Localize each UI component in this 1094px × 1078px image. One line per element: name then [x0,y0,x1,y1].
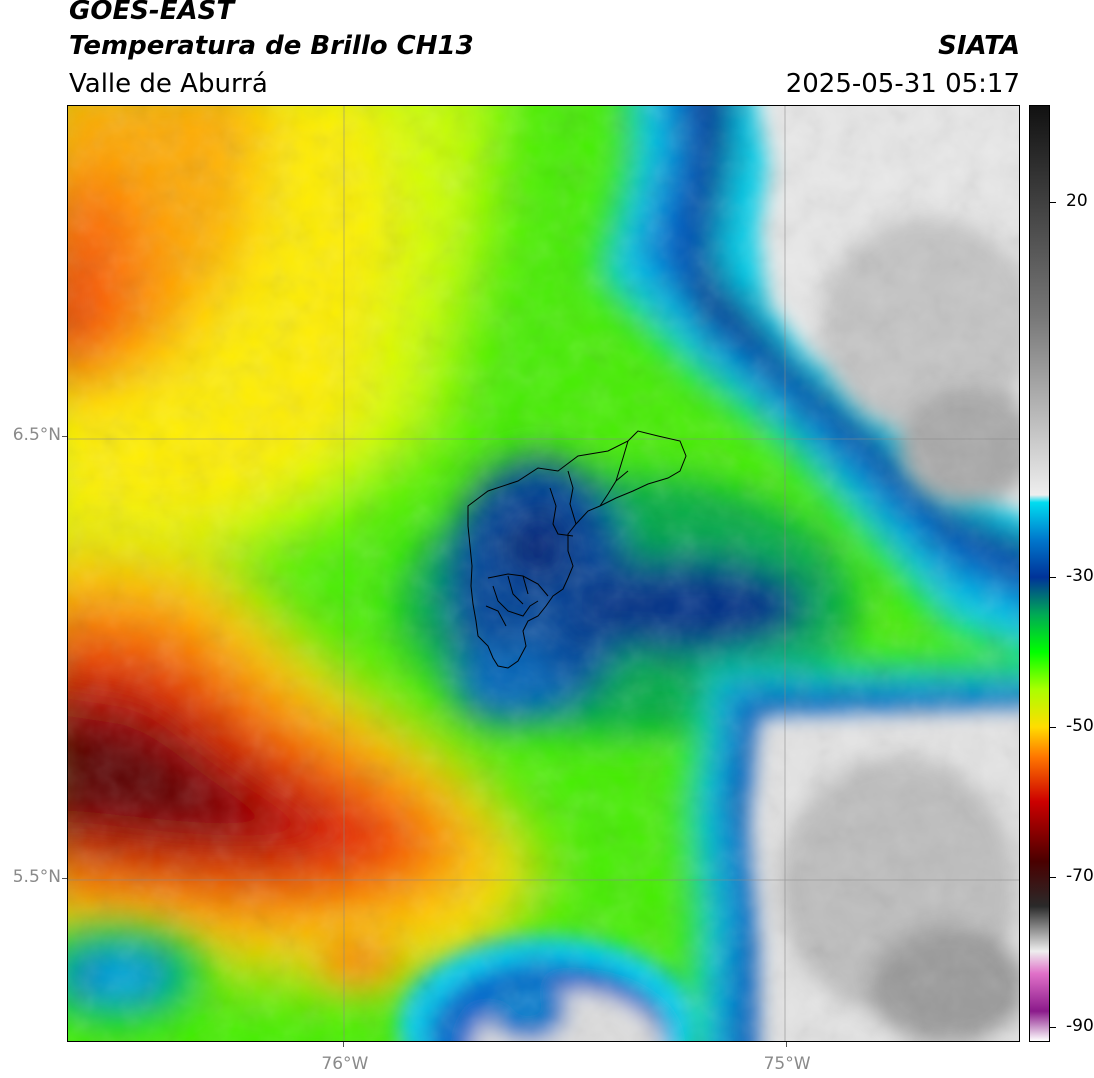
colorbar-tick-label: 20 [1066,191,1088,212]
colorbar-tick-mark [1050,1027,1056,1028]
lon-tick [785,1042,787,1047]
colorbar [1029,105,1050,1042]
map-gridlines [68,106,1019,1041]
region-subtitle: Valle de Aburrá [69,69,268,99]
product-title: Temperatura de Brillo CH13 [69,31,474,61]
lat-label: 5.5°N [12,867,61,888]
colorbar-tick-mark [1050,877,1056,879]
datetime-label: 2025-05-31 05:17 [785,69,1020,99]
municipal-boundaries [467,430,687,669]
colorbar-tick-mark [1050,727,1056,729]
colorbar-tick-label: -70 [1066,866,1094,887]
lon-label: 75°W [763,1054,811,1074]
lat-tick [62,878,67,880]
colorbar-tick-mark [1050,202,1056,204]
colorbar-tick-label: -50 [1066,716,1094,737]
lon-label: 76°W [321,1054,369,1074]
satellite-map [67,105,1020,1042]
colorbar-tick-mark [1050,577,1056,579]
brightness-temperature-field [68,106,1019,1041]
agency-label: SIATA [938,31,1020,61]
lon-tick [343,1042,345,1047]
colorbar-tick-label: -90 [1066,1016,1094,1036]
colorbar-tick-label: -30 [1066,566,1094,587]
lat-label: 6.5°N [12,425,61,446]
satellite-title: GOES-EAST [69,0,235,26]
lat-tick [62,436,67,438]
